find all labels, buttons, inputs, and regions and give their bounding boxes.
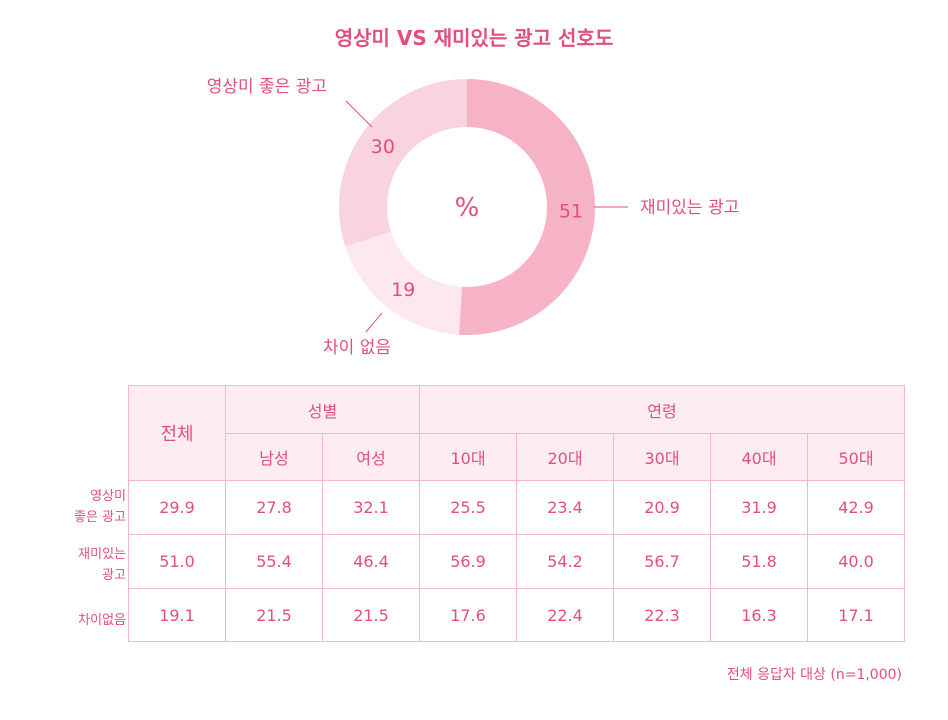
header-group-age: 연령 bbox=[419, 385, 905, 434]
slice-value-label: 19 bbox=[391, 279, 415, 301]
row-label-funny: 재미있는 광고 bbox=[38, 544, 126, 586]
cell: 32.1 bbox=[322, 480, 420, 535]
cell-total: 19.1 bbox=[128, 588, 226, 642]
header-20s: 20대 bbox=[516, 433, 614, 481]
row-label-funny-line1: 재미있는 bbox=[78, 547, 126, 562]
slice-value-label: 30 bbox=[371, 136, 395, 158]
cell: 17.1 bbox=[807, 588, 905, 642]
slice-value-label: 51 bbox=[559, 200, 583, 222]
cell-total: 51.0 bbox=[128, 534, 226, 589]
header-10s: 10대 bbox=[419, 433, 517, 481]
cell: 27.8 bbox=[225, 480, 323, 535]
cell: 31.9 bbox=[710, 480, 808, 535]
header-30s: 30대 bbox=[613, 433, 711, 481]
cell: 23.4 bbox=[516, 480, 614, 535]
cell: 20.9 bbox=[613, 480, 711, 535]
cell: 16.3 bbox=[710, 588, 808, 642]
cell: 17.6 bbox=[419, 588, 517, 642]
row-label-visual: 영상미 좋은 광고 bbox=[38, 486, 126, 528]
cell: 46.4 bbox=[322, 534, 420, 589]
header-female: 여성 bbox=[322, 433, 420, 481]
breakdown-table: 전체 성별 연령 남성 여성 10대 20대 30대 40대 50대 29.9 … bbox=[128, 385, 905, 642]
callout-label-funny: 재미있는 광고 bbox=[640, 198, 739, 218]
cell: 21.5 bbox=[322, 588, 420, 642]
cell: 42.9 bbox=[807, 480, 905, 535]
cell: 22.3 bbox=[613, 588, 711, 642]
table-row: 29.9 27.8 32.1 25.5 23.4 20.9 31.9 42.9 bbox=[128, 480, 905, 535]
donut-hole bbox=[387, 127, 547, 287]
row-label-visual-line1: 영상미 bbox=[90, 489, 126, 504]
chart-title: 영상미 VS 재미있는 광고 선호도 bbox=[334, 26, 614, 50]
cell: 56.9 bbox=[419, 534, 517, 589]
row-label-funny-line2: 광고 bbox=[102, 568, 126, 583]
donut-center-label: % bbox=[455, 193, 480, 223]
callout-line-nodiff bbox=[365, 312, 383, 333]
header-group-gender: 성별 bbox=[225, 385, 420, 434]
row-label-visual-line2: 좋은 광고 bbox=[74, 510, 126, 525]
header-male: 남성 bbox=[225, 433, 323, 481]
cell: 54.2 bbox=[516, 534, 614, 589]
donut-chart: % 재미있는 광고 영상미 좋은 광고 차이 없음 51 19 30 bbox=[207, 77, 740, 358]
row-label-nodiff: 차이없음 bbox=[38, 610, 126, 631]
cell-total: 29.9 bbox=[128, 480, 226, 535]
cell: 56.7 bbox=[613, 534, 711, 589]
cell: 51.8 bbox=[710, 534, 808, 589]
cell: 25.5 bbox=[419, 480, 517, 535]
cell: 40.0 bbox=[807, 534, 905, 589]
callout-line-visual bbox=[345, 100, 373, 128]
callout-label-visual: 영상미 좋은 광고 bbox=[207, 77, 327, 97]
cell: 21.5 bbox=[225, 588, 323, 642]
header-40s: 40대 bbox=[710, 433, 808, 481]
row-label-nodiff-line1: 차이없음 bbox=[78, 613, 126, 628]
footnote: 전체 응답자 대상 (n=1,000) bbox=[726, 667, 902, 683]
callout-label-nodiff: 차이 없음 bbox=[323, 338, 391, 358]
header-50s: 50대 bbox=[807, 433, 905, 481]
cell: 22.4 bbox=[516, 588, 614, 642]
table-row: 19.1 21.5 21.5 17.6 22.4 22.3 16.3 17.1 bbox=[128, 588, 905, 642]
cell: 55.4 bbox=[225, 534, 323, 589]
header-total: 전체 bbox=[128, 385, 226, 481]
table-row: 51.0 55.4 46.4 56.9 54.2 56.7 51.8 40.0 bbox=[128, 534, 905, 589]
